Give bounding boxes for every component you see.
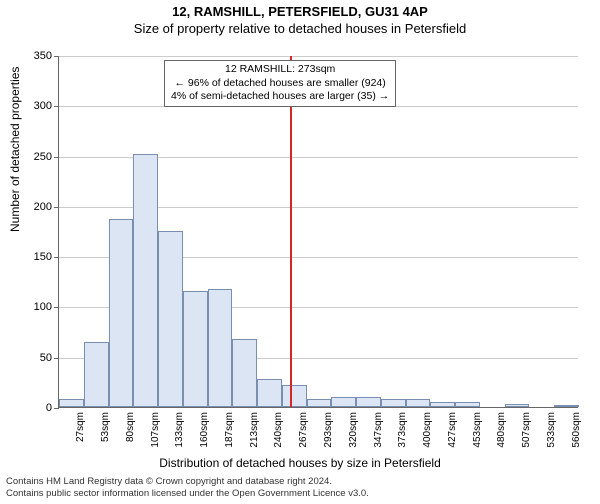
xtick-label: 213sqm bbox=[249, 412, 260, 448]
y-axis-label: Number of detached properties bbox=[8, 67, 22, 232]
footer-line-1: Contains HM Land Registry data © Crown c… bbox=[6, 476, 369, 488]
annotation-larger: 4% of semi-detached houses are larger (3… bbox=[171, 90, 389, 104]
histogram-bar bbox=[158, 231, 183, 407]
xtick-label: 27sqm bbox=[75, 412, 86, 442]
xtick-label: 400sqm bbox=[422, 412, 433, 448]
annotation-box: 12 RAMSHILL: 273sqm← 96% of detached hou… bbox=[164, 60, 396, 107]
x-axis-label: Distribution of detached houses by size … bbox=[0, 456, 600, 470]
ytick-mark bbox=[54, 207, 59, 208]
footer-line-2: Contains public sector information licen… bbox=[6, 488, 369, 500]
xtick-label: 107sqm bbox=[150, 412, 161, 448]
ytick-label: 200 bbox=[22, 201, 52, 213]
histogram-bar bbox=[307, 399, 332, 407]
histogram-bar bbox=[356, 397, 381, 407]
ytick-mark bbox=[54, 408, 59, 409]
xtick-label: 347sqm bbox=[373, 412, 384, 448]
page-address: 12, RAMSHILL, PETERSFIELD, GU31 4AP bbox=[0, 4, 600, 19]
xtick-label: 533sqm bbox=[546, 412, 557, 448]
histogram-bar bbox=[232, 339, 257, 407]
plot-area: 05010015020025030035027sqm53sqm80sqm107s… bbox=[58, 56, 578, 408]
histogram-bar bbox=[208, 289, 233, 407]
histogram-bar bbox=[331, 397, 356, 407]
histogram-bar bbox=[554, 405, 579, 407]
ytick-mark bbox=[54, 56, 59, 57]
ytick-label: 0 bbox=[22, 402, 52, 414]
annotation-smaller: ← 96% of detached houses are smaller (92… bbox=[171, 77, 389, 91]
histogram-bar bbox=[455, 402, 480, 407]
ytick-mark bbox=[54, 307, 59, 308]
xtick-label: 320sqm bbox=[348, 412, 359, 448]
page-subtitle: Size of property relative to detached ho… bbox=[0, 21, 600, 36]
histogram-bar bbox=[505, 404, 530, 407]
xtick-label: 160sqm bbox=[199, 412, 210, 448]
xtick-label: 267sqm bbox=[298, 412, 309, 448]
histogram-bar bbox=[282, 385, 307, 407]
ytick-label: 100 bbox=[22, 301, 52, 313]
xtick-label: 560sqm bbox=[571, 412, 582, 448]
ytick-label: 300 bbox=[22, 100, 52, 112]
histogram-bar bbox=[59, 399, 84, 407]
ytick-label: 250 bbox=[22, 151, 52, 163]
footer-attribution: Contains HM Land Registry data © Crown c… bbox=[6, 476, 369, 500]
ytick-mark bbox=[54, 358, 59, 359]
xtick-label: 240sqm bbox=[273, 412, 284, 448]
chart-area: 05010015020025030035027sqm53sqm80sqm107s… bbox=[58, 56, 578, 408]
ytick-mark bbox=[54, 106, 59, 107]
histogram-bar bbox=[381, 399, 406, 407]
histogram-bar bbox=[84, 342, 109, 407]
annotation-title: 12 RAMSHILL: 273sqm bbox=[171, 63, 389, 77]
xtick-label: 133sqm bbox=[174, 412, 185, 448]
xtick-label: 507sqm bbox=[521, 412, 532, 448]
xtick-label: 427sqm bbox=[447, 412, 458, 448]
histogram-bar bbox=[406, 399, 431, 407]
xtick-label: 480sqm bbox=[496, 412, 507, 448]
ytick-mark bbox=[54, 157, 59, 158]
histogram-bar bbox=[109, 219, 134, 407]
xtick-label: 293sqm bbox=[323, 412, 334, 448]
ytick-mark bbox=[54, 257, 59, 258]
histogram-bar bbox=[430, 402, 455, 407]
histogram-bar bbox=[133, 154, 158, 407]
xtick-label: 53sqm bbox=[100, 412, 111, 442]
ytick-label: 50 bbox=[22, 352, 52, 364]
property-marker-line bbox=[290, 56, 292, 407]
xtick-label: 453sqm bbox=[472, 412, 483, 448]
ytick-label: 350 bbox=[22, 50, 52, 62]
histogram-bar bbox=[257, 379, 282, 407]
xtick-label: 373sqm bbox=[397, 412, 408, 448]
histogram-bar bbox=[183, 291, 208, 407]
xtick-label: 187sqm bbox=[224, 412, 235, 448]
gridline bbox=[59, 56, 578, 57]
xtick-label: 80sqm bbox=[125, 412, 136, 442]
ytick-label: 150 bbox=[22, 251, 52, 263]
